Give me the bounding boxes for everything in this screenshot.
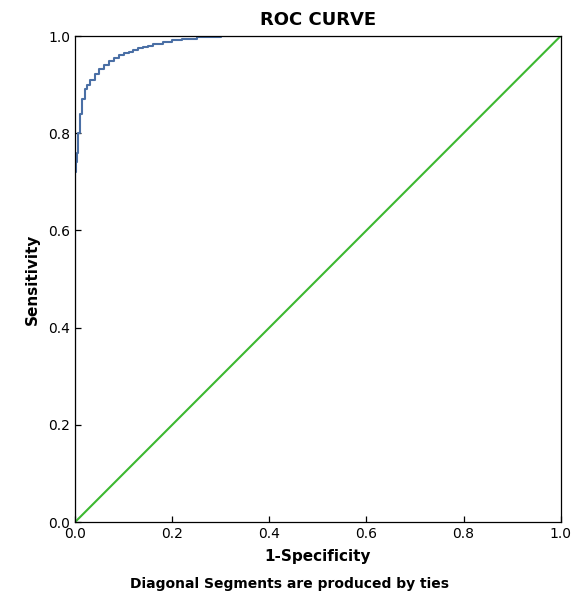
X-axis label: 1-Specificity: 1-Specificity [265, 549, 371, 564]
Text: Diagonal Segments are produced by ties: Diagonal Segments are produced by ties [129, 577, 449, 591]
Title: ROC CURVE: ROC CURVE [260, 11, 376, 29]
Y-axis label: Sensitivity: Sensitivity [25, 233, 40, 325]
